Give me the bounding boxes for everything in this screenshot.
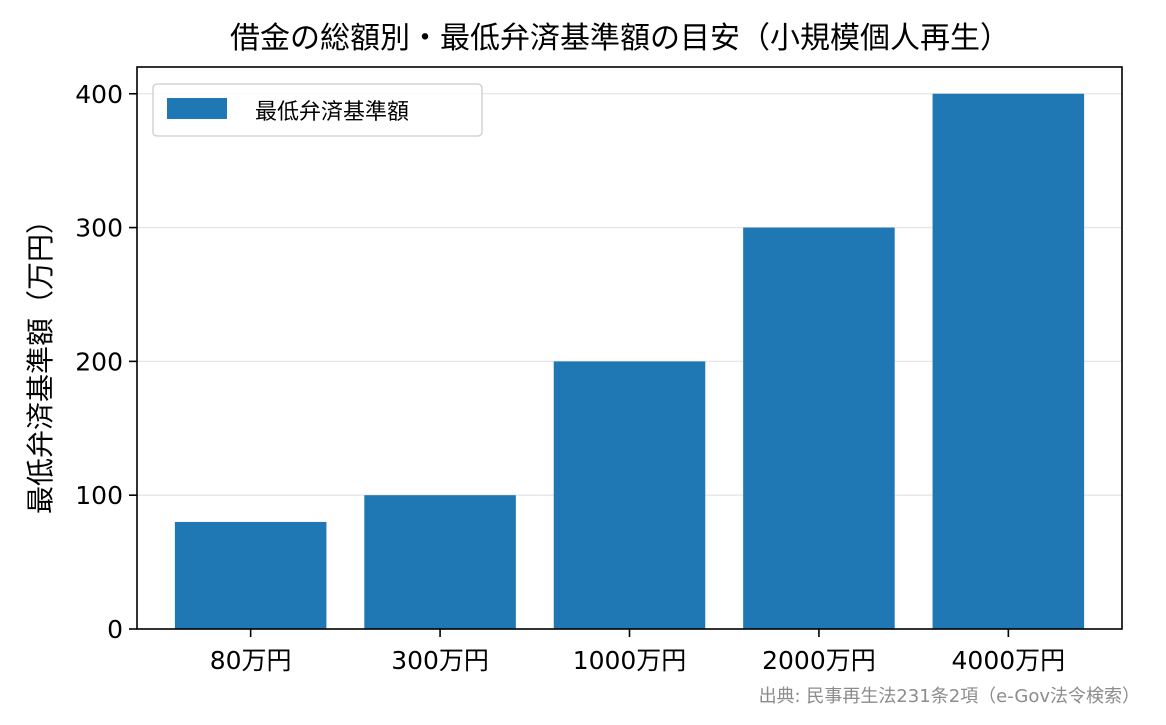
bar-2: [553, 361, 706, 629]
bar-0: [174, 521, 327, 629]
x-tick-label-0: 80万円: [210, 646, 292, 675]
legend-swatch: [167, 98, 227, 119]
legend-frame: [152, 83, 483, 137]
bar-1: [364, 495, 516, 629]
legend-entry-label: 最低弁済基準額: [255, 100, 409, 125]
x-tick-label-4: 4000万円: [952, 646, 1066, 675]
source-note: 出典: 民事再生法231条2項（e-Gov法令検索）: [759, 686, 1140, 707]
y-tick-label-300: 300: [75, 214, 123, 243]
y-tick-label-100: 100: [75, 481, 123, 510]
bar-4: [932, 93, 1085, 629]
x-tick-label-3: 2000万円: [762, 646, 876, 675]
y-tick-label-0: 0: [107, 615, 123, 644]
y-tick-label-200: 200: [75, 347, 123, 376]
x-tick-label-1: 300万円: [391, 646, 489, 675]
bar-3: [743, 227, 895, 630]
legend: 最低弁済基準額: [152, 83, 483, 137]
x-axis-ticks: 80万円 300万円 1000万円 2000万円 4000万円: [210, 629, 1065, 675]
y-axis-label: 最低弁済基準額（万円）: [24, 206, 57, 514]
x-tick-label-2: 1000万円: [573, 646, 687, 675]
y-tick-label-400: 400: [75, 80, 123, 109]
bars: [174, 93, 1085, 630]
y-axis-ticks: 0 100 200 300 400: [75, 80, 137, 644]
chart-title: 借金の総額別・最低弁済基準額の目安（小規模個人再生）: [230, 21, 1010, 56]
